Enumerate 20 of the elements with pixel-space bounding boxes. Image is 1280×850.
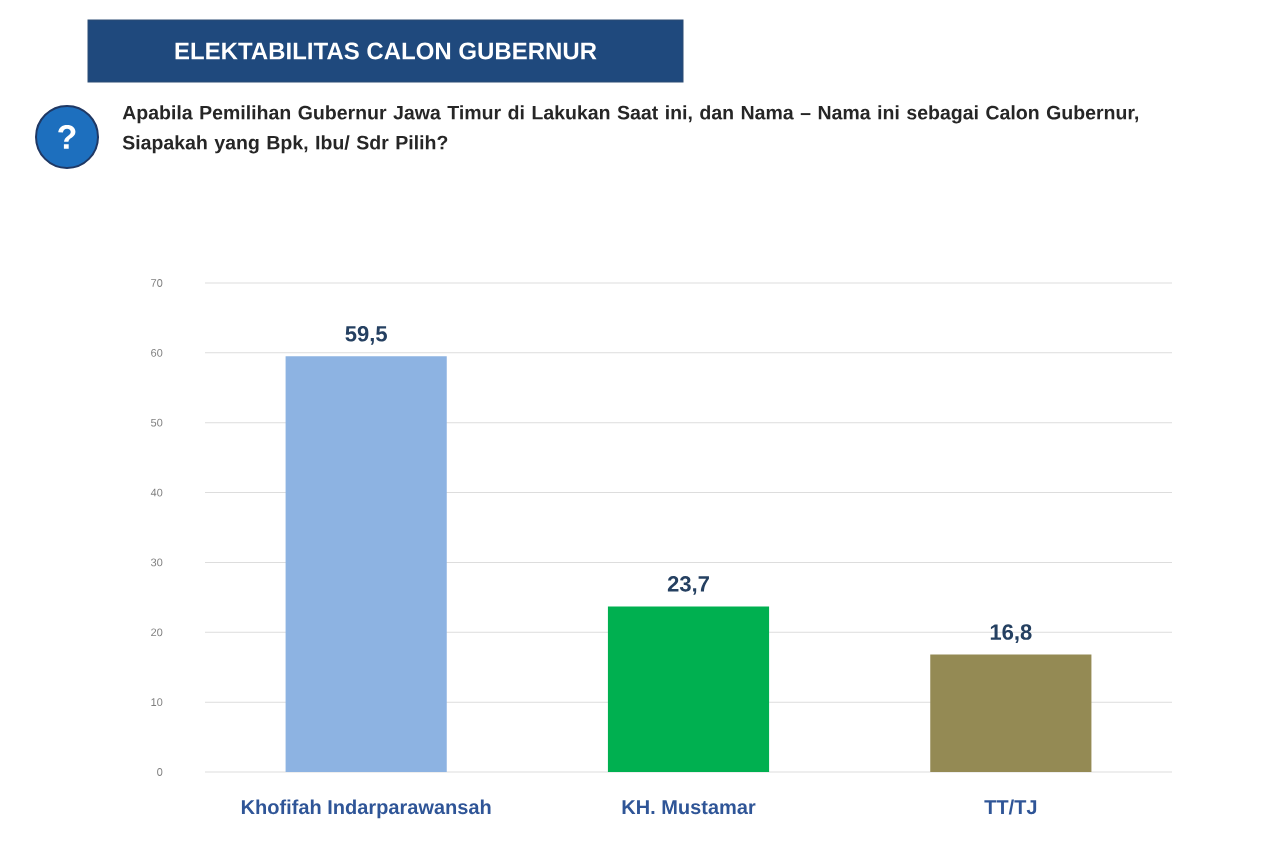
bar — [607, 606, 770, 772]
y-tick-label: 10 — [151, 698, 163, 707]
y-tick-label: 20 — [151, 628, 163, 637]
x-tick-label: TT/TJ — [984, 799, 1037, 815]
y-tick-label: 40 — [150, 488, 163, 497]
bar — [930, 654, 1092, 772]
chart-subtitle: Apabila Pemilihan Gubernur Jawa Timur di Lakukan Saat ini, dan Nama – Nama ini sebagai Calon Gubernur, Siapakah yang Bpk, Ibu/ Sdr Pilih? — [122, 105, 1139, 154]
data-label: 16,8 — [990, 624, 1032, 644]
bar — [285, 356, 447, 772]
y-tick-label: 70 — [151, 279, 163, 287]
y-tick-label: 50 — [151, 418, 163, 427]
chart-title: ELEKTABILITAS CALON GUBERNUR — [175, 42, 597, 60]
data-label: 23,7 — [667, 576, 709, 595]
x-tick-label: Khofifah Indarparawansah — [241, 799, 491, 819]
text: ? — [58, 125, 76, 149]
y-tick-label: 30 — [150, 558, 163, 567]
y-tick-label: 0 — [157, 768, 163, 776]
data-label: 59,5 — [345, 325, 387, 345]
y-tick-label: 60 — [151, 348, 163, 357]
x-tick-label: KH. Mustamar — [622, 800, 756, 815]
